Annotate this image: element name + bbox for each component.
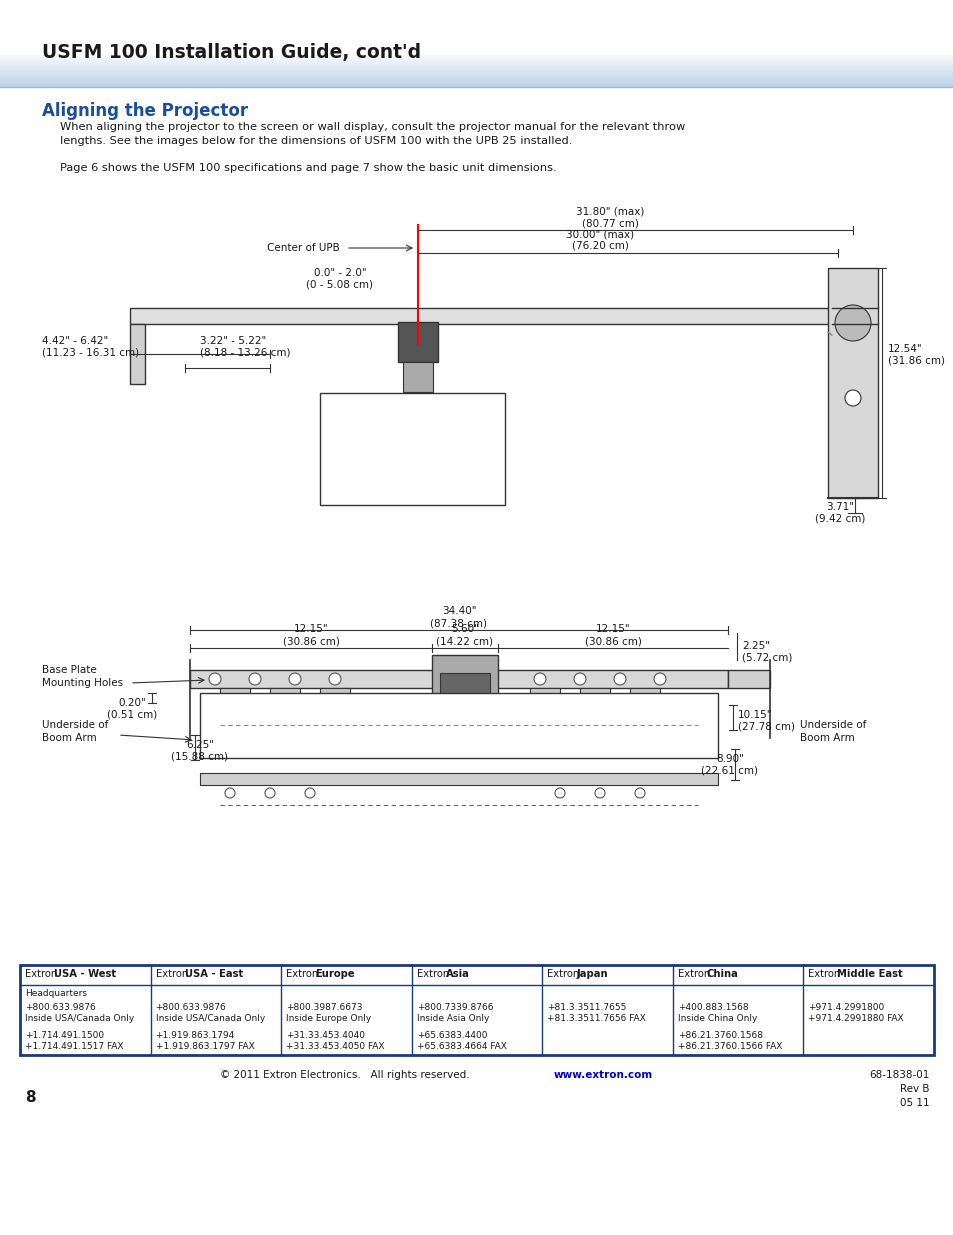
Text: +65.6383.4400
+65.6383.4664 FAX: +65.6383.4400 +65.6383.4664 FAX	[416, 1031, 506, 1051]
Text: Page 6 shows the USFM 100 specifications and page 7 show the basic unit dimensio: Page 6 shows the USFM 100 specifications…	[60, 163, 556, 173]
Circle shape	[209, 673, 221, 685]
Text: Extron: Extron	[547, 969, 582, 979]
Text: 6.25"
(15.88 cm): 6.25" (15.88 cm)	[172, 740, 229, 762]
Bar	[827, 268, 877, 498]
Circle shape	[614, 673, 625, 685]
Circle shape	[635, 788, 644, 798]
Circle shape	[305, 788, 314, 798]
Text: +800.633.9876
Inside USA/Canada Only: +800.633.9876 Inside USA/Canada Only	[155, 1003, 265, 1024]
Circle shape	[834, 305, 870, 341]
Text: 12.15"
(30.86 cm): 12.15" (30.86 cm)	[584, 625, 640, 646]
Bar	[432, 655, 497, 710]
Text: +31.33.453.4040
+31.33.453.4050 FAX: +31.33.453.4040 +31.33.453.4050 FAX	[286, 1031, 384, 1051]
Bar	[270, 688, 299, 710]
Text: 10.15"
(27.78 cm): 10.15" (27.78 cm)	[738, 710, 794, 731]
Text: +81.3.3511.7655
+81.3.3511.7656 FAX: +81.3.3511.7655 +81.3.3511.7656 FAX	[547, 1003, 645, 1024]
Text: © 2011 Extron Electronics.   All rights reserved.: © 2011 Extron Electronics. All rights re…	[220, 1070, 478, 1079]
Circle shape	[534, 673, 545, 685]
Bar	[190, 671, 727, 688]
Bar	[727, 671, 769, 688]
Circle shape	[654, 673, 665, 685]
Circle shape	[574, 673, 585, 685]
Circle shape	[555, 788, 564, 798]
Text: 4.42" - 6.42"
(11.23 - 16.31 cm): 4.42" - 6.42" (11.23 - 16.31 cm)	[42, 336, 139, 358]
Text: USA - East: USA - East	[184, 969, 243, 979]
Text: 12.15"
(30.86 cm): 12.15" (30.86 cm)	[282, 625, 339, 646]
Text: +400.883.1568
Inside China Only: +400.883.1568 Inside China Only	[678, 1003, 757, 1024]
Bar	[20, 965, 933, 1055]
Bar	[130, 324, 145, 384]
Bar	[200, 773, 718, 785]
Bar	[629, 688, 659, 710]
Text: 3.71"
(9.42 cm): 3.71" (9.42 cm)	[814, 501, 864, 524]
Text: Base Plate
Mounting Holes: Base Plate Mounting Holes	[42, 664, 123, 688]
Bar	[579, 688, 609, 710]
Text: Headquarters: Headquarters	[25, 989, 87, 998]
Text: Extron: Extron	[807, 969, 842, 979]
Bar	[402, 362, 433, 391]
Text: +1.714.491.1500
+1.714.491.1517 FAX: +1.714.491.1500 +1.714.491.1517 FAX	[25, 1031, 123, 1051]
Text: +971.4.2991800
+971.4.2991880 FAX: +971.4.2991800 +971.4.2991880 FAX	[807, 1003, 903, 1024]
Circle shape	[249, 673, 261, 685]
Text: USFM 100 Installation Guide, cont'd: USFM 100 Installation Guide, cont'd	[42, 43, 420, 62]
Text: +800.7339.8766
Inside Asia Only: +800.7339.8766 Inside Asia Only	[416, 1003, 493, 1024]
Text: Europe: Europe	[314, 969, 355, 979]
Text: 2.25"
(5.72 cm): 2.25" (5.72 cm)	[741, 641, 792, 663]
Bar	[530, 688, 559, 710]
Circle shape	[265, 788, 274, 798]
Text: 31.80" (max)
(80.77 cm): 31.80" (max) (80.77 cm)	[576, 206, 643, 228]
Text: www.extron.com: www.extron.com	[554, 1070, 653, 1079]
Text: USA - West: USA - West	[54, 969, 116, 979]
Text: Underside of
Boom Arm: Underside of Boom Arm	[42, 720, 109, 743]
Text: Asia: Asia	[445, 969, 469, 979]
Text: +800.3987.6673
Inside Europe Only: +800.3987.6673 Inside Europe Only	[286, 1003, 371, 1024]
Text: 12.54"
(31.86 cm): 12.54" (31.86 cm)	[887, 345, 944, 366]
Text: 68-1838-01
Rev B
05 11: 68-1838-01 Rev B 05 11	[869, 1070, 929, 1108]
Bar	[200, 693, 718, 758]
Text: Extron: Extron	[25, 969, 60, 979]
Text: 8.90"
(22.61 cm): 8.90" (22.61 cm)	[700, 755, 758, 776]
Text: 5.60"
(14.22 cm): 5.60" (14.22 cm)	[436, 625, 493, 646]
Text: Extron: Extron	[155, 969, 191, 979]
Text: 3.22" - 5.22"
(8.18 - 13.26 cm): 3.22" - 5.22" (8.18 - 13.26 cm)	[200, 336, 291, 358]
Circle shape	[225, 788, 234, 798]
Text: Middle East: Middle East	[837, 969, 902, 979]
Text: 0.0" - 2.0"
(0 - 5.08 cm): 0.0" - 2.0" (0 - 5.08 cm)	[306, 268, 374, 289]
Text: When aligning the projector to the screen or wall display, consult the projector: When aligning the projector to the scree…	[60, 122, 684, 146]
Bar	[130, 308, 831, 324]
Circle shape	[595, 788, 604, 798]
Bar	[319, 393, 504, 505]
Text: 8: 8	[25, 1091, 35, 1105]
Text: +800.633.9876
Inside USA/Canada Only: +800.633.9876 Inside USA/Canada Only	[25, 1003, 134, 1024]
Circle shape	[289, 673, 301, 685]
Bar	[319, 688, 350, 710]
Circle shape	[329, 673, 340, 685]
Text: Extron: Extron	[286, 969, 321, 979]
Text: Aligning the Projector: Aligning the Projector	[42, 103, 248, 120]
Text: Underside of
Boom Arm: Underside of Boom Arm	[800, 720, 865, 743]
Text: Center of UPB: Center of UPB	[267, 243, 339, 253]
Text: 0.20"
(0.51 cm): 0.20" (0.51 cm)	[107, 698, 157, 720]
Text: 34.40"
(87.38 cm): 34.40" (87.38 cm)	[430, 606, 487, 629]
Text: Extron: Extron	[416, 969, 452, 979]
Text: China: China	[706, 969, 738, 979]
Text: Japan: Japan	[576, 969, 607, 979]
Text: +1.919.863.1794
+1.919.863.1797 FAX: +1.919.863.1794 +1.919.863.1797 FAX	[155, 1031, 254, 1051]
Bar	[397, 322, 437, 362]
Text: +86.21.3760.1568
+86.21.3760.1566 FAX: +86.21.3760.1568 +86.21.3760.1566 FAX	[678, 1031, 781, 1051]
Bar	[220, 688, 250, 710]
Circle shape	[844, 390, 861, 406]
Text: 30.00" (max)
(76.20 cm): 30.00" (max) (76.20 cm)	[565, 230, 634, 251]
Text: Extron: Extron	[678, 969, 713, 979]
Bar	[439, 673, 490, 698]
